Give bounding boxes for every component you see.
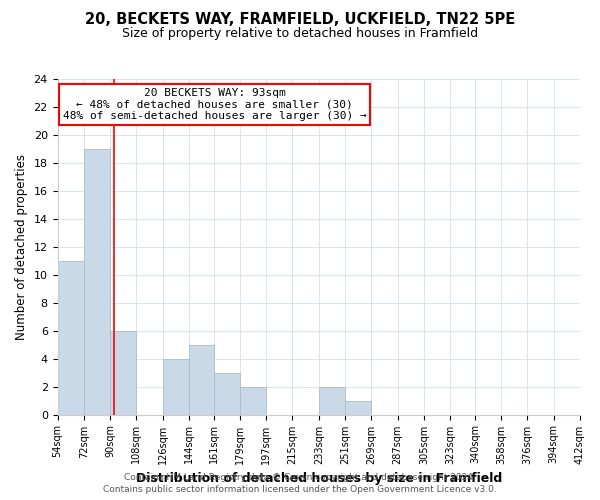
Bar — [58, 261, 84, 414]
Bar — [110, 330, 136, 414]
Bar — [345, 400, 371, 414]
Bar — [189, 344, 214, 414]
Text: 20, BECKETS WAY, FRAMFIELD, UCKFIELD, TN22 5PE: 20, BECKETS WAY, FRAMFIELD, UCKFIELD, TN… — [85, 12, 515, 28]
Bar — [319, 386, 345, 414]
Text: Contains HM Land Registry data © Crown copyright and database right 2024.
Contai: Contains HM Land Registry data © Crown c… — [103, 473, 497, 494]
Bar — [84, 149, 110, 414]
Text: Size of property relative to detached houses in Framfield: Size of property relative to detached ho… — [122, 28, 478, 40]
X-axis label: Distribution of detached houses by size in Framfield: Distribution of detached houses by size … — [136, 472, 502, 485]
Bar — [163, 358, 189, 414]
Bar — [240, 386, 266, 414]
Y-axis label: Number of detached properties: Number of detached properties — [15, 154, 28, 340]
Text: 20 BECKETS WAY: 93sqm
← 48% of detached houses are smaller (30)
48% of semi-deta: 20 BECKETS WAY: 93sqm ← 48% of detached … — [62, 88, 366, 122]
Bar — [214, 372, 240, 414]
